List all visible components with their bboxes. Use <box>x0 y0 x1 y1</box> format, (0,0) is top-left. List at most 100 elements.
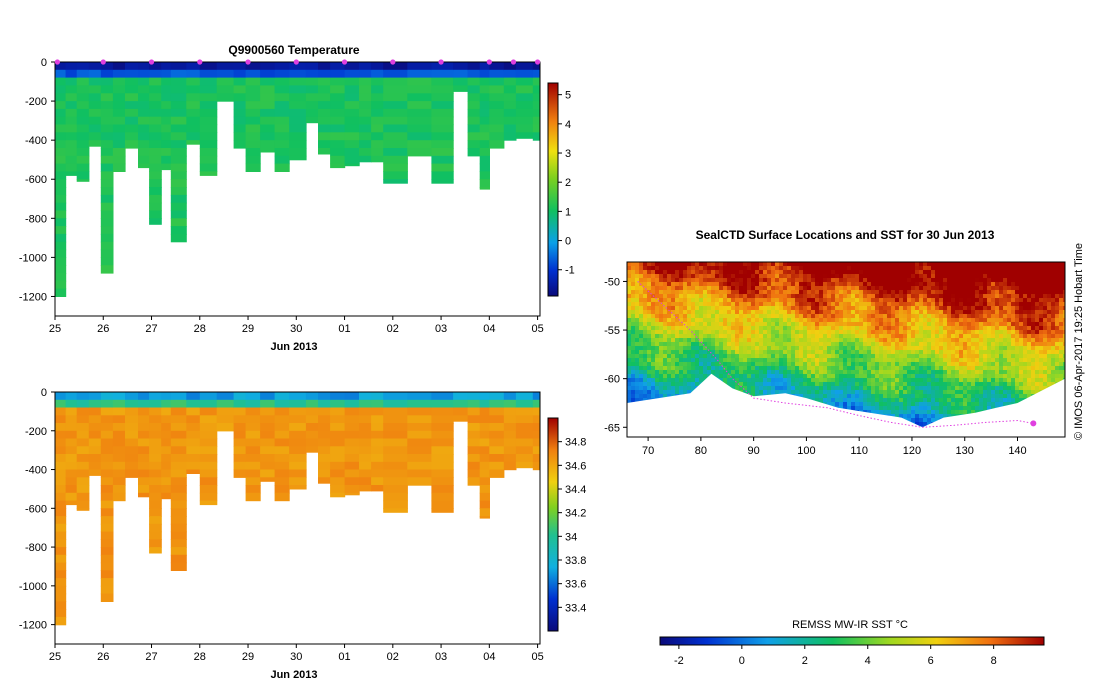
sst-cell <box>863 374 868 379</box>
sst-cell <box>699 354 704 359</box>
sst-cell <box>691 314 696 319</box>
sst-cell <box>647 370 652 375</box>
sst-cell <box>631 270 636 275</box>
sst-cell <box>919 274 924 279</box>
sst-cell <box>875 410 880 415</box>
sst-cell <box>827 370 832 375</box>
sst-cell <box>767 270 772 275</box>
sst-cell <box>707 350 712 355</box>
sst-cell <box>903 406 908 411</box>
section-cell <box>371 148 384 157</box>
sst-cell <box>931 402 936 407</box>
sst-cell <box>743 338 748 343</box>
sst-cell <box>959 278 964 283</box>
sst-cell <box>895 262 900 267</box>
sst-cell <box>887 266 892 271</box>
section-cell <box>453 69 469 79</box>
sst-cell <box>899 298 904 303</box>
sst-cell <box>863 278 868 283</box>
sst-cell <box>871 282 876 287</box>
sst-cell <box>699 378 704 383</box>
sst-cell <box>695 290 700 295</box>
section-cell <box>489 430 505 440</box>
sst-cell <box>923 338 928 343</box>
sst-cell <box>659 374 664 379</box>
sst-cell <box>931 386 936 391</box>
section-cell <box>318 430 331 440</box>
sst-cell <box>667 310 672 315</box>
section-cell <box>100 69 114 79</box>
sst-cell <box>767 302 772 307</box>
section-cell <box>318 101 331 110</box>
sst-cell <box>675 310 680 315</box>
sst-cell <box>703 262 708 267</box>
sst-cell <box>635 318 640 323</box>
sst-cell <box>907 418 912 423</box>
sst-cell <box>779 266 784 271</box>
sst-cell <box>979 294 984 299</box>
sst-cell <box>975 394 980 399</box>
sst-cell <box>743 334 748 339</box>
sst-cell <box>711 294 716 299</box>
sst-cell <box>655 362 660 367</box>
sst-cell <box>843 306 848 311</box>
sst-cell <box>743 390 748 395</box>
section-cell <box>260 392 276 401</box>
section-cell <box>76 415 90 424</box>
sst-cell <box>675 366 680 371</box>
sst-cell <box>627 378 632 383</box>
section-cell <box>274 85 290 94</box>
sst-cell <box>875 358 880 363</box>
colorbar-tick-label: 33.4 <box>565 602 586 614</box>
sst-cell <box>891 306 896 311</box>
sst-cell <box>915 370 920 375</box>
sst-cell <box>803 334 808 339</box>
sst-cell <box>683 374 688 379</box>
section-cell <box>431 101 454 110</box>
sst-cell <box>663 358 668 363</box>
sst-cell <box>791 322 796 327</box>
section-cell <box>76 179 90 182</box>
sst-cell <box>879 346 884 351</box>
sst-cell <box>819 330 824 335</box>
sst-cell <box>823 262 828 267</box>
sst-cell <box>771 302 776 307</box>
sst-cell <box>715 326 720 331</box>
sst-cell <box>823 378 828 383</box>
sst-cell <box>915 362 920 367</box>
sst-cell <box>771 286 776 291</box>
sst-cell <box>923 378 928 383</box>
sst-cell <box>843 326 848 331</box>
section-cell <box>479 69 490 79</box>
sst-cell <box>639 302 644 307</box>
sst-cell <box>723 358 728 363</box>
y-tick-label: -800 <box>25 213 47 225</box>
sst-cell <box>799 362 804 367</box>
sst-cell <box>719 326 724 331</box>
section-cell <box>260 116 276 126</box>
sst-cell <box>647 322 652 327</box>
sst-cell <box>703 318 708 323</box>
sst-cell <box>679 274 684 279</box>
sst-cell <box>695 358 700 363</box>
sst-cell <box>839 294 844 299</box>
sst-cell <box>795 330 800 335</box>
sst-cell <box>867 354 872 359</box>
sst-cell <box>963 322 968 327</box>
sst-cell <box>919 342 924 347</box>
sst-cell <box>639 370 644 375</box>
sst-cell <box>743 278 748 283</box>
sst-cell <box>647 394 652 399</box>
sst-cell <box>875 262 880 267</box>
sst-cell <box>655 374 660 379</box>
sst-cell <box>935 402 940 407</box>
sst-cell <box>939 270 944 275</box>
sst-cell <box>875 326 880 331</box>
sst-cell <box>831 310 836 315</box>
sst-cell <box>727 302 732 307</box>
sst-cell <box>739 266 744 271</box>
sst-cell <box>855 286 860 291</box>
section-cell <box>371 116 384 126</box>
section-cell <box>274 461 290 471</box>
sst-cell <box>975 386 980 391</box>
